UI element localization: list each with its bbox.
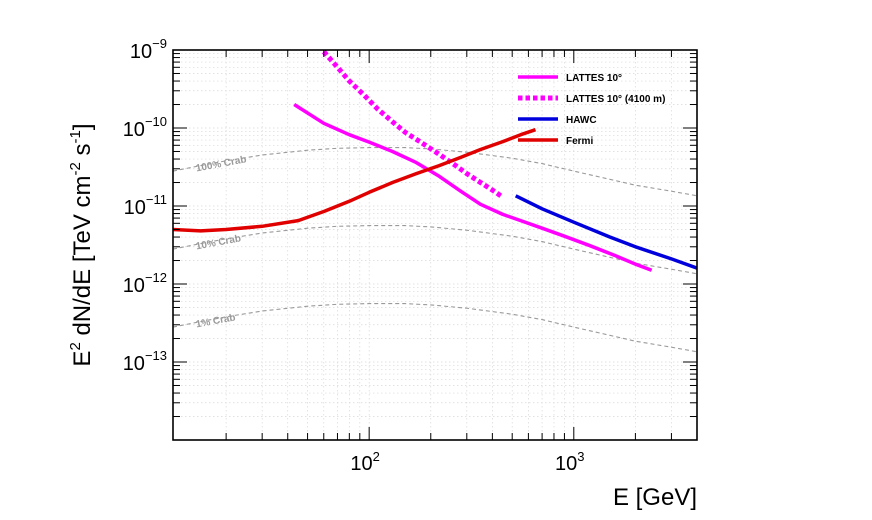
y-tick-label: 10−11 [124, 192, 167, 219]
legend-label-hawc: HAWC [566, 115, 597, 126]
crab-curve-10-crab [172, 225, 698, 275]
plot-frame [172, 49, 698, 441]
x-tick-label: 102 [350, 449, 379, 475]
y-tick-label: 10−10 [123, 114, 167, 141]
crab-curve-1-crab [172, 303, 698, 353]
x-tick-label: 103 [555, 449, 584, 475]
legend-label-lattes-10-4100-m: LATTES 10° (4100 m) [566, 94, 665, 105]
legend-label-fermi: Fermi [566, 136, 593, 147]
x-axis-label: E [GeV] [613, 484, 697, 511]
series-line-hawc [514, 194, 697, 270]
y-tick-label: 10−12 [123, 270, 167, 297]
legend: LATTES 10° LATTES 10° (4100 m) HAWC Fermi [518, 73, 665, 147]
y-axis-label: E2 dN/dE [TeV cm-2 s-1] [67, 123, 96, 366]
tick-labels: 102 103 10−13 10−12 10−11 10−10 10−9 [123, 36, 585, 475]
axis-ticks [173, 49, 698, 441]
y-tick-label: 10−9 [130, 36, 167, 63]
y-tick-label: 10−13 [123, 348, 167, 375]
series-line-fermi [173, 128, 537, 233]
legend-label-lattes-10: LATTES 10° [566, 73, 622, 84]
series-line-lattes-10 [293, 103, 653, 272]
data-series [173, 50, 697, 272]
series-line-lattes-10-4100-m [321, 50, 503, 198]
